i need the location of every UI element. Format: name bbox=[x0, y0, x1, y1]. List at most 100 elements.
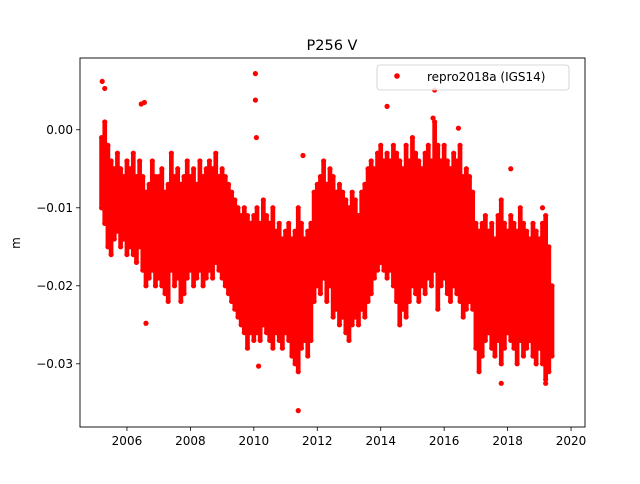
data-point bbox=[133, 259, 140, 265]
data-point-outlier bbox=[430, 115, 436, 121]
data-point bbox=[546, 369, 552, 375]
data-point bbox=[463, 306, 469, 312]
y-tick-label: −0.01 bbox=[36, 201, 73, 215]
data-point bbox=[390, 142, 397, 148]
data-point bbox=[447, 298, 454, 304]
data-point bbox=[317, 290, 324, 297]
data-point bbox=[276, 220, 282, 226]
data-point bbox=[222, 173, 228, 180]
data-point bbox=[146, 275, 152, 281]
data-point bbox=[118, 244, 124, 250]
data-point bbox=[251, 337, 257, 344]
data-point bbox=[492, 353, 498, 359]
data-point bbox=[346, 337, 352, 344]
data-point bbox=[225, 181, 232, 187]
data-point bbox=[330, 314, 336, 320]
data-point bbox=[257, 337, 263, 344]
data-point bbox=[171, 283, 178, 289]
x-axis: 2006 2008 2010 2012 2014 2016 2018 2020 bbox=[112, 427, 587, 448]
data-point bbox=[549, 283, 555, 289]
data-point bbox=[371, 275, 377, 281]
x-tick-label: 2020 bbox=[556, 434, 587, 448]
data-point bbox=[409, 134, 416, 141]
data-point bbox=[324, 298, 330, 304]
data-point bbox=[406, 298, 412, 304]
data-point bbox=[416, 158, 422, 164]
data-point bbox=[244, 212, 251, 219]
data-point bbox=[305, 353, 311, 359]
data-point bbox=[219, 166, 225, 172]
x-tick-label: 2016 bbox=[429, 434, 460, 448]
y-tick-label: −0.03 bbox=[36, 357, 73, 371]
data-point-outlier bbox=[102, 85, 108, 92]
data-point bbox=[124, 251, 130, 258]
data-point bbox=[514, 361, 520, 367]
data-point bbox=[546, 244, 552, 250]
data-point bbox=[489, 220, 495, 226]
data-point bbox=[111, 236, 117, 242]
data-point bbox=[524, 228, 530, 234]
data-point bbox=[321, 158, 327, 164]
data-point bbox=[175, 166, 181, 172]
data-point bbox=[137, 158, 143, 164]
data-point bbox=[451, 150, 457, 156]
data-point bbox=[349, 189, 355, 195]
data-range bbox=[549, 285, 555, 357]
data-point bbox=[270, 205, 276, 211]
x-tick-label: 2018 bbox=[492, 434, 523, 448]
data-point bbox=[473, 220, 479, 226]
data-point bbox=[368, 290, 374, 297]
data-point bbox=[362, 314, 368, 320]
data-point bbox=[508, 212, 514, 219]
data-point bbox=[143, 283, 149, 289]
data-point bbox=[286, 220, 292, 226]
data-point bbox=[165, 298, 171, 304]
data-point bbox=[295, 205, 301, 211]
data-point bbox=[190, 283, 197, 289]
y-axis-label: m bbox=[9, 237, 23, 249]
data-point bbox=[435, 142, 441, 148]
data-point bbox=[511, 220, 517, 226]
data-point bbox=[308, 337, 314, 344]
data-point bbox=[413, 150, 419, 156]
data-point bbox=[520, 353, 527, 359]
data-point bbox=[270, 345, 276, 351]
data-point-outlier bbox=[455, 125, 462, 131]
data-point bbox=[438, 283, 444, 289]
data-point bbox=[105, 142, 111, 148]
data-point bbox=[295, 369, 301, 375]
data-point-outlier bbox=[508, 166, 514, 172]
x-tick-label: 2008 bbox=[175, 434, 206, 448]
data-point bbox=[397, 322, 403, 328]
data-point bbox=[520, 220, 527, 226]
data-points bbox=[98, 71, 555, 414]
data-point bbox=[194, 275, 200, 281]
data-point bbox=[457, 142, 463, 148]
data-point bbox=[108, 158, 114, 164]
data-point bbox=[149, 158, 155, 164]
data-point bbox=[524, 345, 530, 351]
data-point-outlier bbox=[141, 99, 147, 106]
data-point bbox=[479, 353, 485, 359]
data-point bbox=[549, 353, 555, 359]
data-point bbox=[517, 205, 523, 211]
data-point-outlier bbox=[255, 363, 262, 369]
y-axis: 0.00 −0.01 −0.02 −0.03 bbox=[36, 123, 80, 371]
data-point bbox=[336, 181, 343, 187]
data-point-outlier bbox=[295, 408, 301, 414]
data-point bbox=[327, 166, 333, 172]
data-point bbox=[241, 205, 247, 211]
axes-frame bbox=[79, 57, 586, 428]
data-point bbox=[229, 189, 235, 195]
data-point bbox=[530, 220, 536, 226]
data-point-outlier bbox=[252, 97, 259, 103]
data-point bbox=[422, 290, 428, 297]
data-point bbox=[476, 369, 482, 375]
data-point bbox=[378, 142, 384, 148]
data-point bbox=[501, 345, 508, 351]
data-point bbox=[466, 173, 473, 180]
data-point bbox=[336, 322, 343, 328]
data-point-outlier bbox=[384, 103, 390, 109]
data-point bbox=[159, 166, 165, 172]
